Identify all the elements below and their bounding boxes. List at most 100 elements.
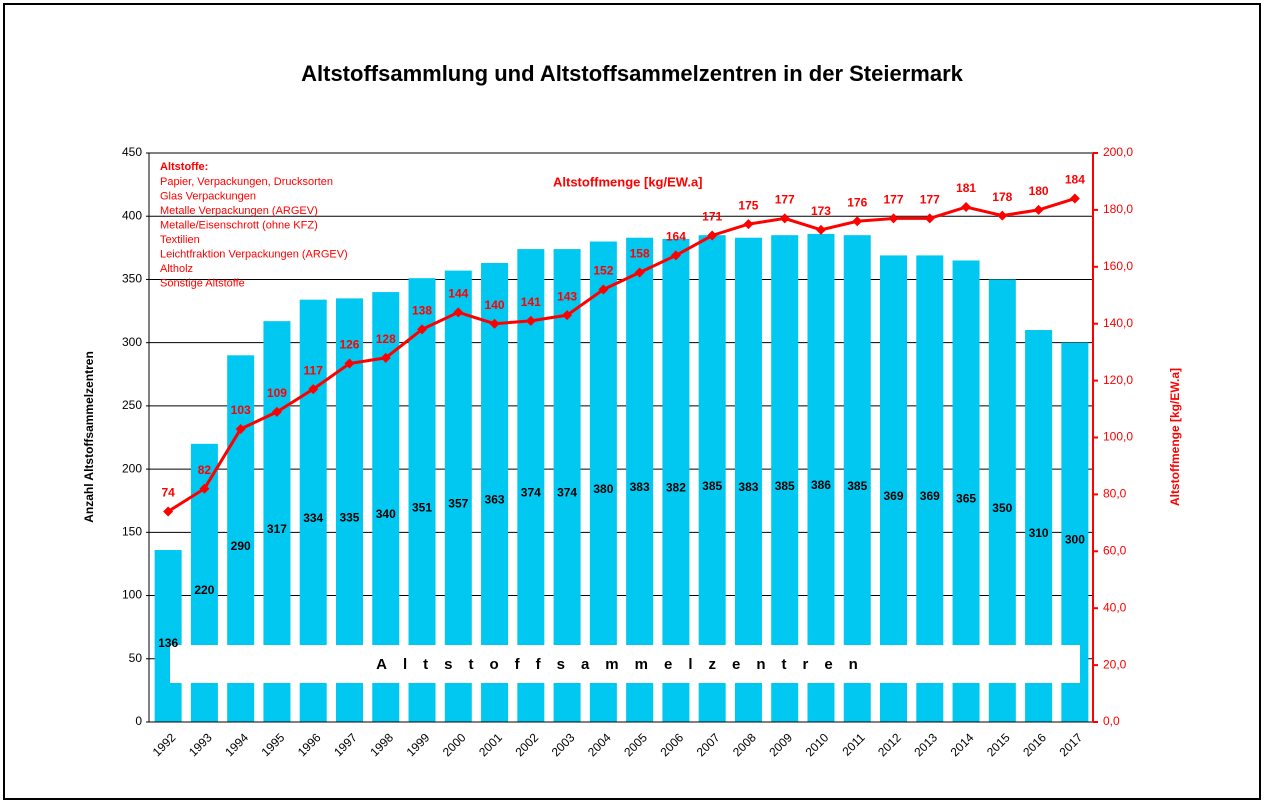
- y-tick-label: 450: [122, 145, 142, 159]
- line-value-label: 117: [304, 363, 324, 377]
- line-marker: [344, 358, 355, 369]
- bar: [916, 255, 944, 723]
- line-marker: [815, 224, 826, 235]
- bar-value-label: 290: [231, 539, 251, 553]
- line-value-label: 180: [1029, 184, 1049, 198]
- line-marker: [888, 213, 899, 224]
- legend-title: Altstoffe:: [160, 161, 208, 173]
- line-value-label: 173: [811, 204, 831, 218]
- line-marker: [271, 406, 282, 417]
- y-tick-label: 350: [122, 272, 142, 286]
- line-value-label: 175: [738, 198, 758, 212]
- legend-item: Textilien: [160, 234, 200, 246]
- bar-value-label: 317: [267, 522, 287, 536]
- line-marker: [634, 267, 645, 278]
- line-value-label: 74: [161, 486, 175, 500]
- line-marker: [525, 315, 536, 326]
- bar: [880, 255, 908, 723]
- legend-item: Leichtfraktion Verpackungen (ARGEV): [160, 248, 348, 260]
- bar: [734, 237, 762, 722]
- bar: [553, 249, 581, 722]
- legend-item: Sonstige Altstoffe: [160, 277, 245, 289]
- bar: [807, 233, 835, 722]
- legend-item: Altholz: [160, 263, 193, 275]
- line-value-label: 171: [702, 210, 722, 224]
- bar-value-label: 385: [775, 479, 795, 493]
- line-marker: [707, 230, 718, 241]
- line-marker: [380, 352, 391, 363]
- line-value-label: 177: [775, 193, 795, 207]
- line-value-label: 143: [557, 289, 577, 303]
- legend-item: Metalle/Eisenschrott (ohne KFZ): [160, 219, 318, 231]
- bar-value-label: 380: [593, 482, 613, 496]
- line-value-label: 177: [920, 193, 940, 207]
- bar-value-label: 350: [992, 501, 1012, 515]
- line-marker: [163, 506, 174, 517]
- banner: [170, 645, 1080, 683]
- line-marker: [852, 216, 863, 227]
- bar: [517, 249, 545, 722]
- banner-label: Altstoffsammelzentren: [376, 656, 874, 673]
- y2-tick-label: 140,0: [1103, 316, 1133, 330]
- line-marker: [961, 202, 972, 213]
- line-value-label: 82: [198, 463, 212, 477]
- line-marker: [670, 250, 681, 261]
- line-value-label: 158: [630, 247, 650, 261]
- line-marker: [308, 384, 319, 395]
- line-value-label: 141: [521, 295, 541, 309]
- line-value-label: 181: [956, 181, 976, 195]
- line-value-label: 178: [992, 190, 1012, 204]
- line-value-label: 144: [448, 286, 468, 300]
- bar: [154, 550, 182, 722]
- line-marker: [417, 324, 428, 335]
- line-value-label: 128: [376, 332, 396, 346]
- bar: [771, 235, 799, 722]
- bar-value-label: 136: [158, 636, 178, 650]
- y-tick-label: 0: [135, 714, 142, 728]
- line-value-label: 184: [1065, 173, 1085, 187]
- bar-value-label: 383: [738, 480, 758, 494]
- line-marker: [453, 307, 464, 318]
- bar-value-label: 357: [448, 496, 468, 510]
- line-value-label: 176: [847, 195, 867, 209]
- bar-value-label: 351: [412, 500, 432, 514]
- line-marker: [235, 423, 246, 434]
- bar: [662, 238, 690, 722]
- line-series-label: Altstoffmenge [kg/EW.a]: [553, 174, 703, 189]
- bar: [698, 235, 726, 722]
- y-tick-label: 400: [122, 208, 142, 222]
- line-marker: [199, 483, 210, 494]
- line-marker: [924, 213, 935, 224]
- bar-value-label: 369: [884, 489, 904, 503]
- y-axis-label: Anzahl Altstoffsammelzentren: [82, 351, 96, 523]
- line-value-label: 138: [412, 304, 432, 318]
- y2-tick-label: 20,0: [1103, 657, 1127, 671]
- legend-item: Glas Verpackungen: [160, 190, 256, 202]
- line-value-label: 103: [231, 403, 251, 417]
- line-marker: [743, 219, 754, 230]
- y2-tick-label: 60,0: [1103, 543, 1127, 557]
- y2-tick-label: 40,0: [1103, 600, 1127, 614]
- bar-value-label: 220: [194, 583, 214, 597]
- legend-item: Metalle Verpackungen (ARGEV): [160, 205, 318, 217]
- line-marker: [562, 310, 573, 321]
- bar-value-label: 334: [303, 511, 323, 525]
- bar-value-label: 369: [920, 489, 940, 503]
- line-value-label: 109: [267, 386, 287, 400]
- bar-value-label: 335: [339, 510, 359, 524]
- line-marker: [489, 318, 500, 329]
- bar-value-label: 365: [956, 491, 976, 505]
- bar-value-label: 374: [557, 486, 577, 500]
- bar-value-label: 382: [666, 481, 686, 495]
- line-marker: [997, 210, 1008, 221]
- line-marker: [1069, 193, 1080, 204]
- line-value-label: 164: [666, 230, 686, 244]
- y-tick-label: 100: [122, 588, 142, 602]
- y2-tick-label: 200,0: [1103, 145, 1133, 159]
- bar-value-label: 374: [521, 486, 541, 500]
- legend-item: Papier, Verpackungen, Drucksorten: [160, 176, 333, 188]
- y2-tick-label: 160,0: [1103, 259, 1133, 273]
- y-tick-label: 250: [122, 398, 142, 412]
- chart-title: Altstoffsammlung und Altstoffsammelzentr…: [301, 61, 964, 86]
